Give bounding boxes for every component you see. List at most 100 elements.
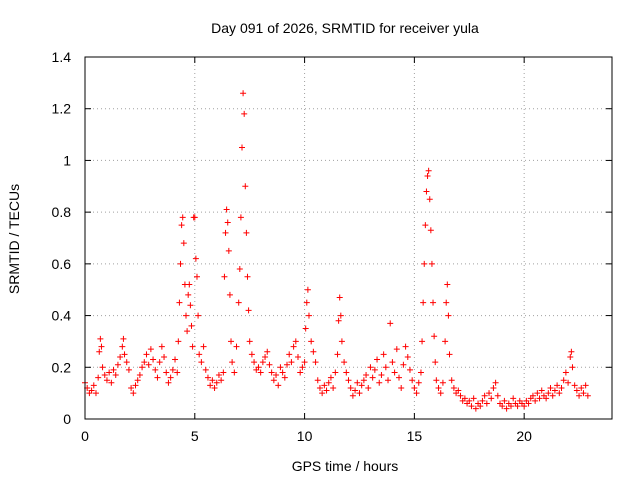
data-point xyxy=(303,299,310,306)
data-point xyxy=(492,379,499,386)
data-point xyxy=(310,348,317,355)
data-point xyxy=(468,403,475,410)
data-point xyxy=(88,387,95,394)
data-point xyxy=(308,338,315,345)
data-point xyxy=(106,369,113,376)
x-axis-label: GPS time / hours xyxy=(292,458,399,474)
data-point xyxy=(134,377,141,384)
data-point xyxy=(108,379,115,386)
data-point xyxy=(174,369,181,376)
data-point xyxy=(97,335,104,342)
data-point xyxy=(239,144,246,151)
y-tick-label: 0 xyxy=(63,411,71,427)
data-point xyxy=(536,395,543,402)
data-point xyxy=(578,384,585,391)
data-point xyxy=(389,359,396,366)
data-point xyxy=(150,356,157,363)
data-point xyxy=(141,359,148,366)
data-point xyxy=(279,369,286,376)
data-point xyxy=(240,90,247,97)
data-point xyxy=(404,353,411,360)
data-point xyxy=(299,364,306,371)
data-point xyxy=(481,392,488,399)
data-point xyxy=(161,353,168,360)
data-point xyxy=(479,397,486,404)
data-point xyxy=(428,260,435,267)
y-tick-label: 1.4 xyxy=(52,49,72,65)
data-point xyxy=(243,229,250,236)
data-point xyxy=(437,390,444,397)
data-point xyxy=(242,183,249,190)
data-point xyxy=(156,359,163,366)
data-point xyxy=(172,356,179,363)
y-axis-label: SRMTID / TECUs xyxy=(6,184,22,294)
data-point xyxy=(455,387,462,394)
data-point xyxy=(202,366,209,373)
data-point xyxy=(568,348,575,355)
data-point xyxy=(358,382,365,389)
data-point xyxy=(421,260,428,267)
data-point xyxy=(183,312,190,319)
data-point xyxy=(499,403,506,410)
data-point xyxy=(584,392,591,399)
data-point xyxy=(551,387,558,394)
data-point xyxy=(220,369,227,376)
data-point xyxy=(132,382,139,389)
data-point xyxy=(184,328,191,335)
data-point xyxy=(402,343,409,350)
data-point xyxy=(406,366,413,373)
data-point xyxy=(556,390,563,397)
data-point xyxy=(514,403,521,410)
data-point xyxy=(325,379,332,386)
data-point xyxy=(445,312,452,319)
data-point xyxy=(163,369,170,376)
data-point xyxy=(209,377,216,384)
data-point xyxy=(396,374,403,381)
x-tick-label: 5 xyxy=(191,428,199,444)
data-point xyxy=(244,273,251,280)
data-point xyxy=(431,333,438,340)
data-point xyxy=(235,299,242,306)
data-point xyxy=(268,369,275,376)
data-point xyxy=(336,294,343,301)
data-point xyxy=(302,325,309,332)
data-point xyxy=(147,346,154,353)
data-point xyxy=(304,286,311,293)
data-point xyxy=(90,382,97,389)
data-point xyxy=(319,390,326,397)
data-point xyxy=(432,359,439,366)
data-point xyxy=(345,377,352,384)
data-point xyxy=(270,377,277,384)
data-point xyxy=(188,322,195,329)
data-point xyxy=(96,348,103,355)
data-point xyxy=(435,384,442,391)
data-point xyxy=(204,374,211,381)
data-point xyxy=(207,382,214,389)
data-point xyxy=(503,405,510,412)
data-point xyxy=(457,392,464,399)
y-tick-label: 0.2 xyxy=(52,359,72,375)
data-point xyxy=(248,351,255,358)
x-tick-label: 0 xyxy=(81,428,89,444)
data-point xyxy=(382,364,389,371)
data-point xyxy=(186,281,193,288)
data-point xyxy=(549,392,556,399)
grid-layer xyxy=(85,57,612,419)
data-point xyxy=(532,397,539,404)
data-point xyxy=(501,397,508,404)
data-point xyxy=(387,320,394,327)
data-point xyxy=(330,384,337,391)
data-point xyxy=(349,392,356,399)
data-point xyxy=(165,379,172,386)
data-point xyxy=(461,395,468,402)
data-point xyxy=(294,353,301,360)
data-point xyxy=(305,312,312,319)
data-point xyxy=(152,366,159,373)
data-point xyxy=(367,364,374,371)
data-point xyxy=(292,338,299,345)
data-point xyxy=(225,247,232,254)
data-point xyxy=(529,392,536,399)
data-point xyxy=(420,299,427,306)
data-point xyxy=(264,348,271,355)
